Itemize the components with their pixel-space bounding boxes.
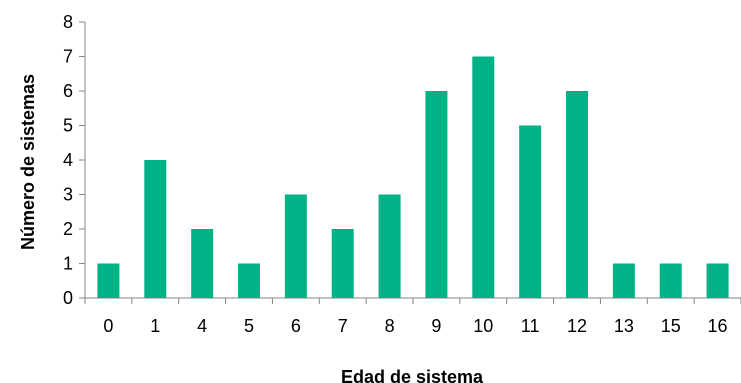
y-tick-label: 3 xyxy=(63,185,73,205)
bar-10 xyxy=(472,56,495,298)
bar-15 xyxy=(659,263,682,298)
y-tick-label: 2 xyxy=(63,219,73,239)
x-axis-title: Edad de sistema xyxy=(341,367,484,383)
y-axis: 0 1 2 3 4 5 6 7 8 xyxy=(63,12,86,308)
y-tick-label: 8 xyxy=(63,12,73,32)
bar-12 xyxy=(566,91,588,298)
x-tick-label: 6 xyxy=(291,316,301,336)
bar-16 xyxy=(706,263,729,298)
x-tick-label: 5 xyxy=(244,316,254,336)
x-tick-label: 0 xyxy=(103,316,113,336)
bar-5 xyxy=(238,263,260,298)
bar-13 xyxy=(612,263,635,298)
y-tick-label: 6 xyxy=(63,81,73,101)
x-tick-label: 8 xyxy=(385,316,395,336)
x-tick-label: 11 xyxy=(521,316,540,336)
y-axis-title: Número de sistemas xyxy=(18,74,38,250)
x-tick-label: 12 xyxy=(567,316,587,336)
bar-11 xyxy=(519,125,542,298)
x-tick-label: 1 xyxy=(150,316,160,336)
x-tick-label: 16 xyxy=(708,316,728,336)
x-tick-label: 10 xyxy=(473,316,493,336)
bar-0 xyxy=(97,263,120,298)
bar-1 xyxy=(144,160,167,298)
y-tick-label: 0 xyxy=(63,288,73,308)
x-tick-label: 9 xyxy=(431,316,441,336)
y-tick-label: 1 xyxy=(63,254,73,274)
y-tick-label: 7 xyxy=(63,47,73,67)
x-tick-label: 7 xyxy=(338,316,348,336)
x-tick-label: 15 xyxy=(661,316,681,336)
y-tick-label: 5 xyxy=(63,116,73,136)
bar-8 xyxy=(378,194,401,298)
bar-9 xyxy=(425,91,448,298)
x-tick-label: 4 xyxy=(197,316,207,336)
bars xyxy=(97,56,729,298)
bar-4 xyxy=(191,229,214,298)
x-axis: 0 1 4 5 6 7 8 9 10 11 12 13 15 16 xyxy=(84,297,741,336)
x-tick-label: 13 xyxy=(614,316,634,336)
bar-7 xyxy=(331,229,354,298)
bar-6 xyxy=(284,194,307,298)
y-tick-label: 4 xyxy=(63,150,73,170)
